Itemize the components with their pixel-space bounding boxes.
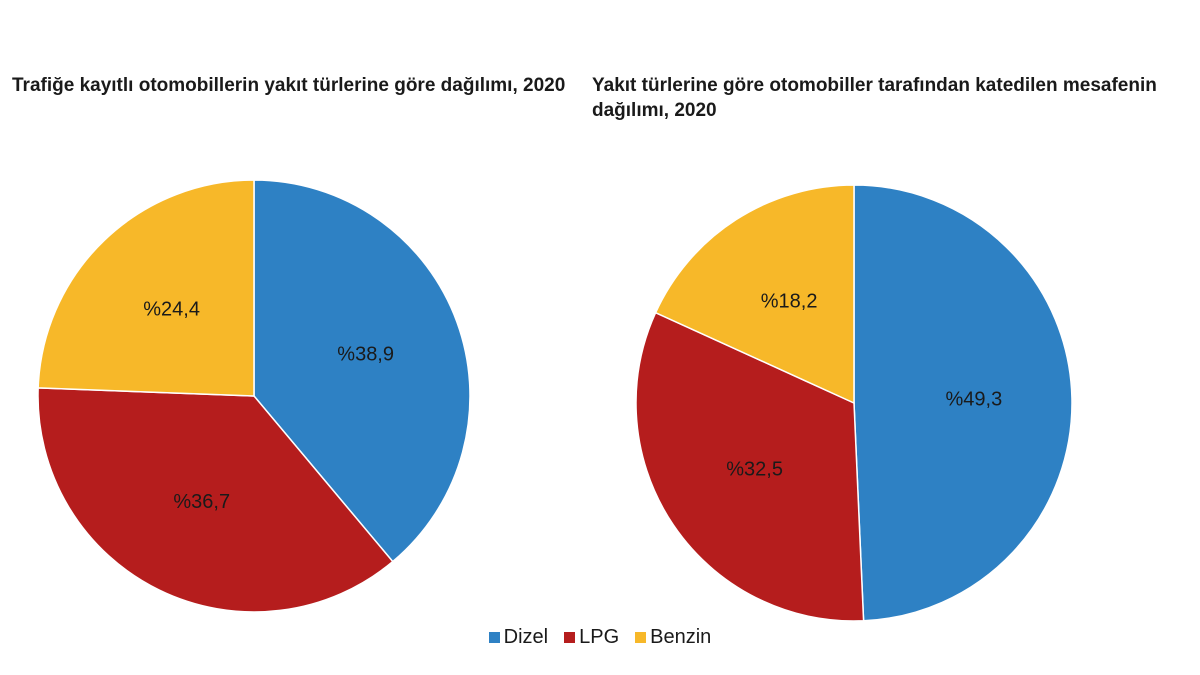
pie-slice-left-dizel [253, 179, 471, 563]
legend-label-benzin: Benzin [650, 626, 712, 648]
pie-slice-left-benzin [37, 179, 255, 397]
pie-data-label-left-dizel: %38,9 [337, 344, 394, 366]
legend-item-dizel: Dizel [488, 626, 549, 649]
legend-swatch-benzin [635, 632, 647, 643]
pie-data-label-left-lpg: %36,7 [173, 491, 230, 513]
legend-label-dizel: Dizel [503, 626, 549, 648]
legend-item-lpg: LPG [564, 626, 619, 649]
legend-label-lpg: LPG [579, 626, 620, 648]
chart-title-distance-travelled: Yakıt türlerine göre otomobiller tarafın… [592, 75, 1157, 121]
legend-swatch-dizel [488, 632, 500, 643]
pie-data-label-left-benzin: %24,4 [143, 299, 200, 321]
legend-swatch-lpg [564, 632, 576, 643]
legend: Dizel LPG Benzin [0, 626, 1200, 649]
legend-item-benzin: Benzin [635, 626, 711, 649]
chart-title-registered-cars: Trafiğe kayıtlı otomobillerin yakıt türl… [12, 75, 566, 96]
pie-slice-left-lpg [37, 387, 394, 613]
